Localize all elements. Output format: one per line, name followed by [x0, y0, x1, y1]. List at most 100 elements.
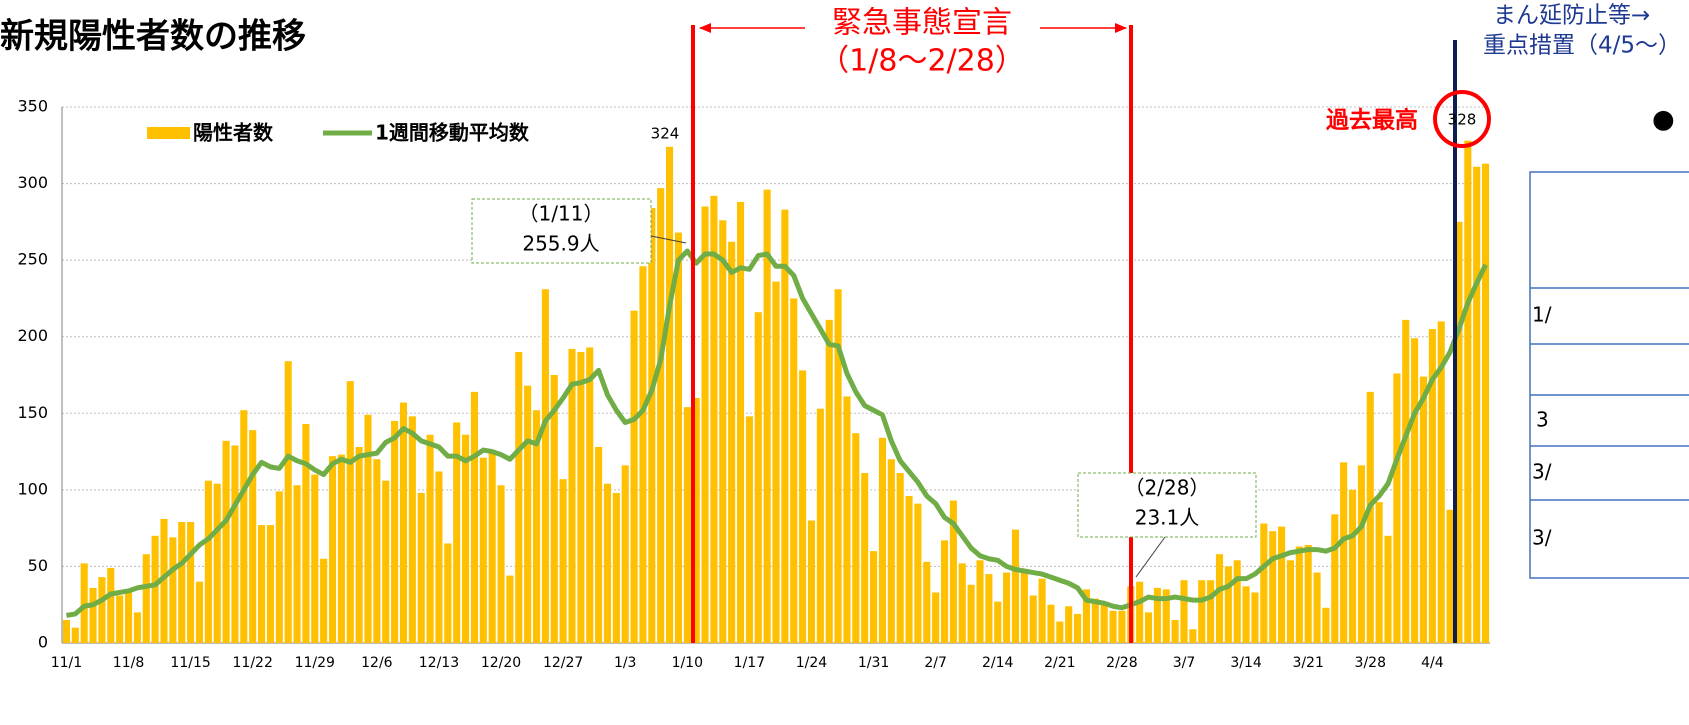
table-cell: 1/	[1532, 303, 1552, 327]
bar	[506, 575, 514, 643]
legend-swatch	[147, 127, 190, 139]
bar	[1411, 338, 1419, 643]
bar	[683, 407, 691, 643]
bar	[985, 574, 993, 643]
bar	[231, 445, 239, 643]
table-cell: 3	[1536, 408, 1549, 432]
bar	[834, 289, 842, 643]
bar	[364, 414, 372, 643]
bar	[1198, 580, 1206, 643]
bar	[1251, 592, 1259, 643]
x-tick-label: 2/14	[982, 655, 1014, 671]
annotation: 255.9人	[522, 232, 599, 256]
x-tick-label: 2/7	[924, 655, 947, 671]
bar	[1233, 560, 1241, 643]
bar	[249, 430, 257, 643]
bar	[1482, 163, 1490, 644]
y-tick-label: 50	[28, 556, 48, 575]
bar	[1038, 578, 1046, 643]
bar	[532, 410, 541, 643]
bar	[1340, 462, 1348, 643]
legend-label: 1週間移動平均数	[375, 121, 530, 145]
bar	[1366, 391, 1374, 643]
bar	[612, 492, 620, 643]
bar	[1295, 546, 1303, 643]
side-table	[1529, 171, 1689, 579]
bar	[266, 525, 274, 643]
bar	[896, 473, 904, 643]
bar	[524, 385, 532, 643]
x-tick-label: 3/28	[1355, 655, 1386, 671]
chart-title: 新規陽性者数の推移	[0, 17, 306, 57]
bar	[1357, 465, 1365, 643]
bar	[293, 485, 301, 643]
bar	[1136, 581, 1144, 643]
annotation: 過去最高	[1326, 107, 1418, 134]
table-cell: 3/	[1532, 460, 1552, 484]
bar	[169, 537, 177, 643]
annotation: （2/28）	[1125, 476, 1210, 500]
bar	[1180, 580, 1188, 643]
bar	[399, 402, 408, 643]
bar	[1242, 586, 1250, 643]
x-tick-label: 12/13	[419, 655, 459, 671]
bar	[568, 348, 576, 643]
x-tick-label: 12/20	[481, 655, 521, 671]
bar	[62, 620, 70, 643]
bar	[1207, 580, 1215, 643]
bar	[905, 495, 913, 643]
bar	[914, 503, 922, 643]
x-tick-label: 12/27	[543, 655, 583, 671]
bar	[116, 595, 124, 643]
bar	[1464, 140, 1472, 644]
bar	[382, 480, 390, 643]
bar	[994, 601, 1002, 643]
bar	[1144, 612, 1153, 643]
bar	[736, 201, 745, 643]
arrow-head	[699, 23, 711, 33]
bar	[133, 612, 141, 643]
bar	[799, 370, 807, 643]
x-tick-label: 11/29	[295, 655, 335, 671]
bar	[391, 420, 399, 643]
x-tick-label: 3/7	[1173, 655, 1196, 671]
bar	[639, 266, 647, 643]
bar	[240, 410, 248, 643]
bar	[870, 551, 878, 643]
bar	[790, 298, 798, 643]
bar	[337, 454, 345, 643]
bar	[550, 375, 558, 643]
x-tick-label: 11/8	[113, 655, 144, 671]
bar	[1428, 329, 1436, 643]
bar	[719, 220, 727, 643]
bar	[470, 391, 478, 643]
bar	[178, 522, 186, 643]
bar	[1056, 621, 1064, 643]
bar	[417, 492, 425, 643]
bar	[923, 561, 931, 643]
bar	[320, 558, 328, 643]
y-tick-label: 300	[17, 173, 48, 192]
bar	[692, 397, 700, 643]
bar	[284, 361, 292, 643]
bar	[213, 483, 221, 643]
bar	[89, 587, 97, 643]
bar	[515, 352, 523, 643]
bar	[222, 440, 230, 643]
bar	[195, 581, 204, 643]
table-cell: 3/	[1532, 526, 1552, 550]
y-tick-label: 350	[17, 97, 48, 116]
bar	[151, 535, 159, 643]
bar	[1162, 589, 1170, 643]
bar	[346, 381, 354, 643]
bar	[408, 416, 416, 643]
y-tick-label: 200	[17, 326, 48, 345]
bar	[426, 434, 434, 643]
bar	[1419, 376, 1428, 643]
y-tick-label: 0	[38, 633, 48, 652]
bar	[1304, 544, 1312, 643]
annotation: 緊急事態宣言	[832, 6, 1012, 41]
x-tick-label: 1/31	[858, 655, 889, 671]
bar	[1393, 373, 1401, 643]
